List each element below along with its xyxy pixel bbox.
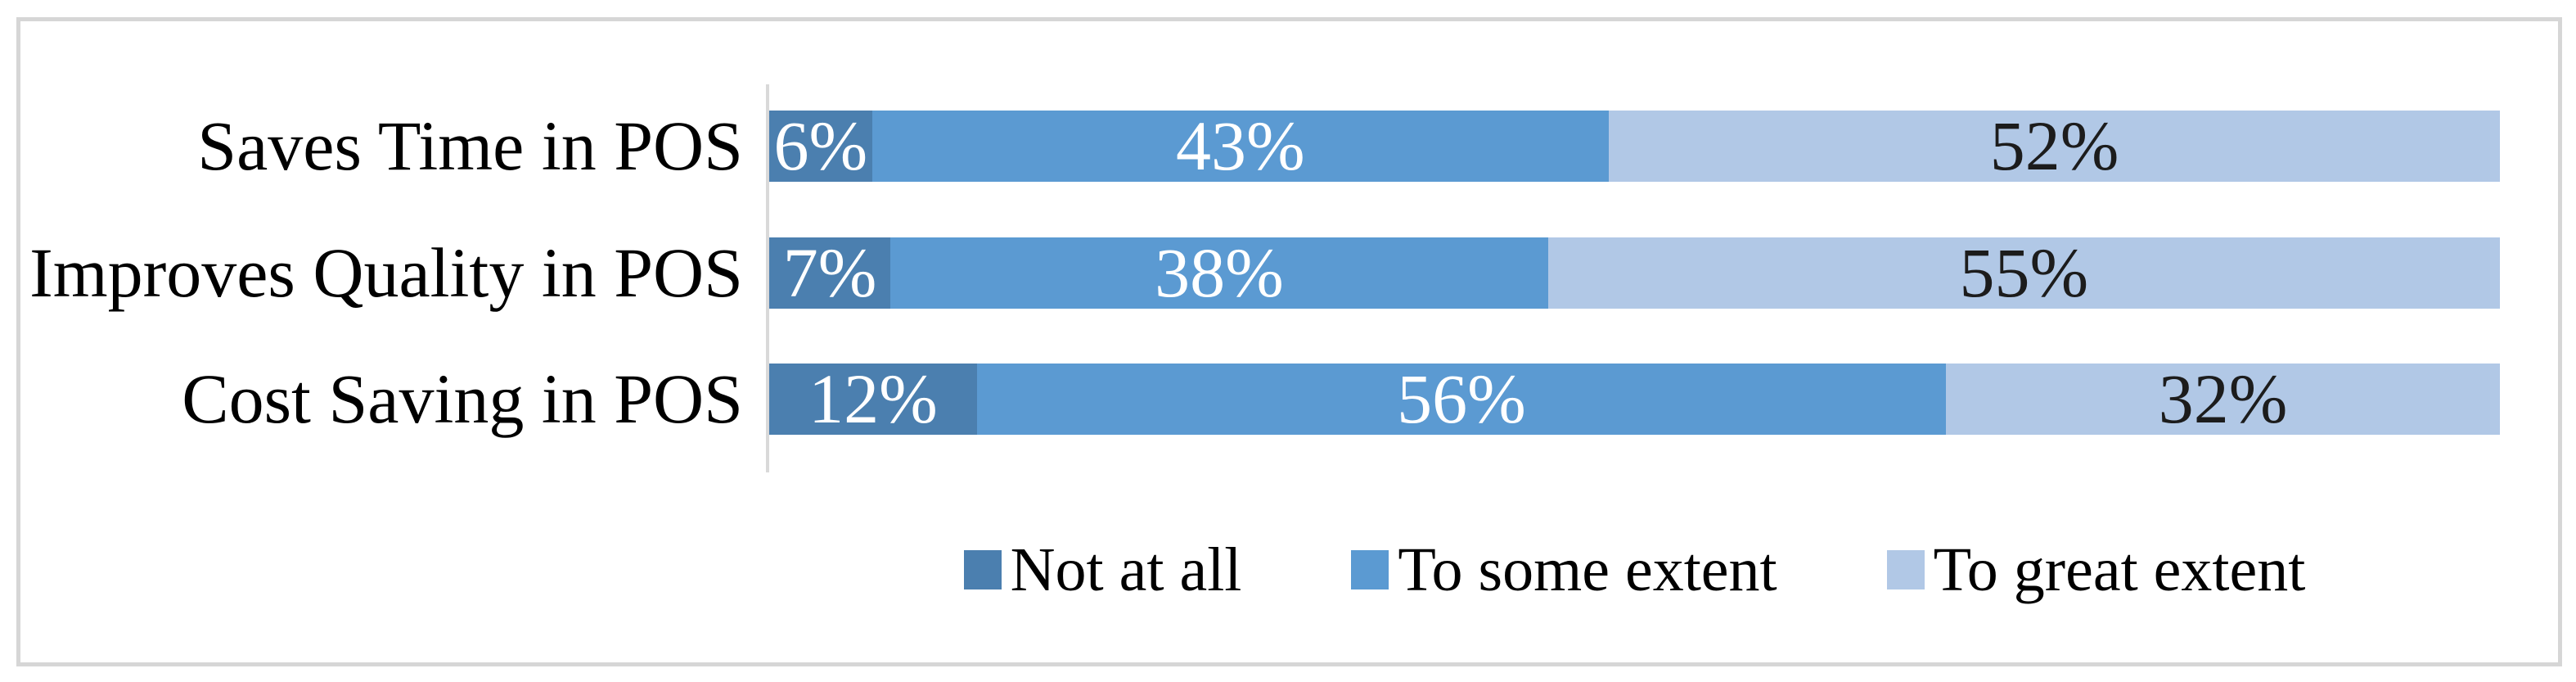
legend-label-some-extent: To some extent [1398,535,1777,604]
chart-legend: Not at all To some extent To great exten… [769,533,2500,607]
bar-segment-great-extent: 52% [1609,111,2500,182]
legend-swatch-some-extent-icon [1351,550,1389,589]
bar-segment-some-extent: 43% [871,111,1610,182]
bar-segment-not-at-all: 12% [769,364,977,435]
legend-item-some-extent: To some extent [1351,535,1777,606]
bar-segment-great-extent: 32% [1946,364,2500,435]
bar-segment-some-extent: 38% [890,237,1548,309]
legend-label-great-extent: To great extent [1933,535,2306,604]
category-label-cost-saving: Cost Saving in POS [182,359,743,438]
legend-item-great-extent: To great extent [1886,535,2306,606]
bar-segment-not-at-all: 7% [769,237,891,309]
category-label-improves-quality: Improves Quality in POS [29,233,743,312]
bar-segment-not-at-all: 6% [769,111,872,182]
legend-label-not-at-all: Not at all [1010,535,1242,604]
bar-segment-some-extent: 56% [976,364,1947,435]
category-axis-line [766,84,769,472]
bar-saves-time: 6% 43% 52% [769,111,2500,182]
legend-swatch-not-at-all-icon [963,550,1002,589]
bar-segment-great-extent: 55% [1547,237,2500,309]
legend-item-not-at-all: Not at all [963,535,1242,606]
legend-swatch-great-extent-icon [1886,550,1925,589]
category-label-saves-time: Saves Time in POS [197,106,743,185]
bar-improves-quality: 7% 38% 55% [769,237,2500,309]
bar-cost-saving: 12% 56% 32% [769,364,2500,435]
